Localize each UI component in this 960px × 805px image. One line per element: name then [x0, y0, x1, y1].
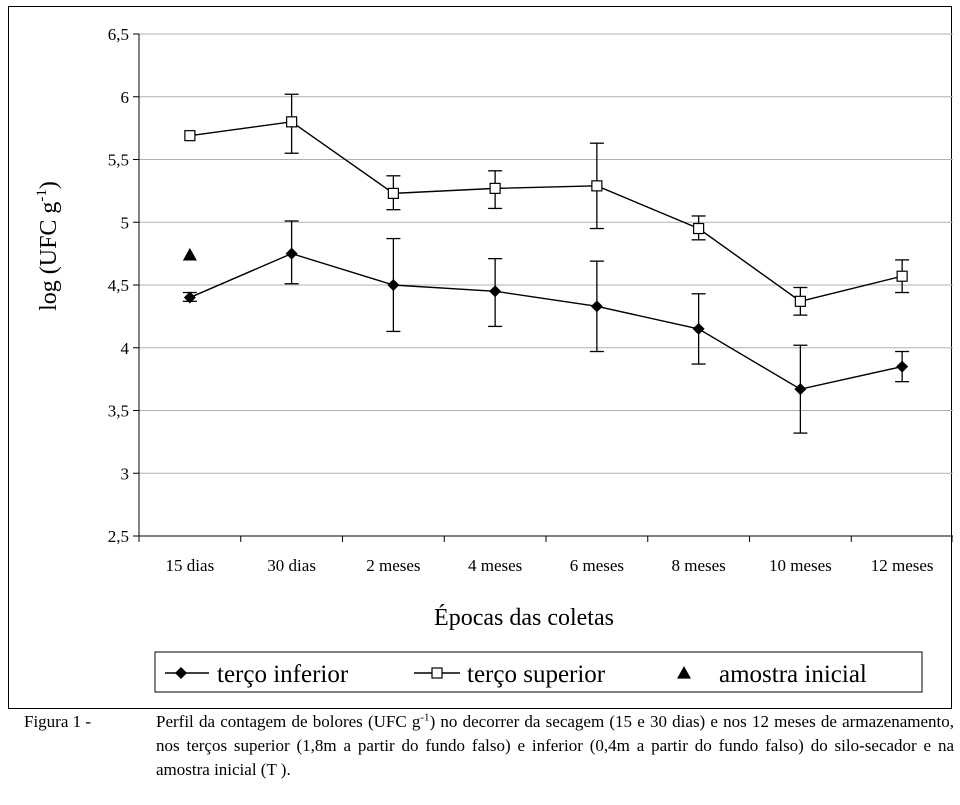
point-terco-superior [693, 222, 705, 235]
y-tick-label: 5 [121, 213, 130, 232]
figure-caption: Figura 1 - Perfil da contagem de bolores… [24, 710, 954, 782]
line-chart: 2,5 3 3,5 4 4,5 5 5,5 6 6,5 15 dias 30 dias 2 mese… [34, 25, 953, 693]
point-terco-inferior [489, 285, 502, 298]
point-terco-superior [896, 270, 908, 282]
legend-label-terco-inferior: terço inferior [217, 661, 349, 688]
gridlines [139, 33, 953, 474]
y-tick-label: 2,5 [108, 527, 129, 546]
point-terco-superior [286, 116, 298, 128]
x-tick-label: 6 meses [570, 556, 624, 575]
y-tick-label: 4 [121, 339, 130, 358]
caption-text-b: ) no decorrer da secagem (15 e 30 dias) … [156, 712, 954, 779]
x-tick-label: 15 dias [166, 556, 215, 575]
point-terco-inferior [692, 322, 705, 335]
y-tick-label: 5,5 [108, 151, 129, 170]
legend: terço inferior terço superior amostra inic… [154, 651, 923, 693]
x-tick-label: 10 meses [769, 556, 832, 575]
legend-label-terco-superior: terço superior [467, 661, 606, 688]
x-tick-label: 12 meses [871, 556, 934, 575]
y-axis-title-close: ) [36, 181, 62, 189]
axes [133, 33, 953, 542]
x-axis-title: Épocas das coletas [434, 605, 614, 631]
point-terco-superior [794, 295, 806, 307]
point-terco-superior [184, 130, 196, 142]
point-terco-inferior [387, 279, 400, 291]
x-tick-label: 8 meses [671, 556, 725, 575]
caption-sup: -1 [420, 711, 430, 724]
point-terco-inferior [590, 300, 603, 313]
point-terco-superior [591, 180, 603, 192]
y-axis-title-sup: -1 [34, 189, 50, 202]
legend-marker-amostra-inicial [677, 666, 691, 679]
caption-text-a: Perfil da contagem de bolores (UFC g [156, 712, 421, 731]
y-axis-title: log (UFC g-1) [34, 181, 62, 311]
x-tick-label: 30 dias [267, 556, 316, 575]
point-terco-superior [387, 187, 399, 199]
y-tick-label: 6 [121, 88, 130, 107]
x-tick-label: 4 meses [468, 556, 522, 575]
y-tick-label: 6,5 [108, 25, 129, 44]
caption-lead: Figura 1 - [24, 712, 92, 731]
point-terco-inferior [896, 360, 909, 373]
point-terco-inferior [285, 247, 298, 260]
series-marks [182, 93, 910, 434]
x-tick-label: 2 meses [366, 556, 420, 575]
y-tick-label: 4,5 [108, 276, 129, 295]
x-tick-labels: 15 dias 30 dias 2 meses 4 meses 6 meses 8 mes… [166, 556, 934, 575]
series-line-terco-inferior [189, 252, 903, 390]
y-tick-labels: 2,5 3 3,5 4 4,5 5 5,5 6 6,5 [108, 25, 130, 546]
figure-frame: 2,5 3 3,5 4 4,5 5 5,5 6 6,5 15 dias 30 dias 2 mese… [8, 6, 953, 709]
point-terco-inferior [794, 383, 807, 396]
legend-label-amostra-inicial: amostra inicial [719, 661, 867, 688]
point-terco-superior [489, 182, 501, 194]
legend-marker-terco-inferior [175, 667, 187, 679]
series-line-terco-superior [189, 121, 903, 303]
y-tick-label: 3 [121, 464, 130, 483]
legend-marker-terco-superior [431, 667, 443, 679]
legend-box [154, 651, 923, 693]
point-amostra-inicial [182, 247, 197, 261]
point-terco-inferior [183, 291, 196, 304]
caption-body: Perfil da contagem de bolores (UFC g-1) … [156, 710, 954, 782]
y-tick-label: 3,5 [108, 402, 129, 421]
